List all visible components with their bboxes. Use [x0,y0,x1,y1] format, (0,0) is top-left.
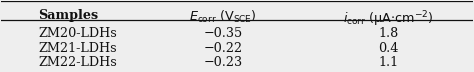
Text: ZM22-LDHs: ZM22-LDHs [38,56,117,69]
Text: −0.22: −0.22 [203,41,242,55]
Text: 1.8: 1.8 [378,27,398,40]
Text: −0.35: −0.35 [203,27,242,40]
Text: Samples: Samples [38,9,99,22]
Text: 0.4: 0.4 [378,41,399,55]
Text: 1.1: 1.1 [378,56,398,69]
Text: $\mathit{i}_\mathrm{corr}\ \mathrm{(\mu A{\cdot}cm^{-2})}$: $\mathit{i}_\mathrm{corr}\ \mathrm{(\mu … [343,9,434,29]
Text: ZM20-LDHs: ZM20-LDHs [38,27,117,40]
Text: ZM21-LDHs: ZM21-LDHs [38,41,117,55]
Text: $\mathit{E}_\mathrm{corr}\ \mathrm{(V_{SCE})}$: $\mathit{E}_\mathrm{corr}\ \mathrm{(V_{S… [189,9,257,25]
Text: −0.23: −0.23 [203,56,242,69]
